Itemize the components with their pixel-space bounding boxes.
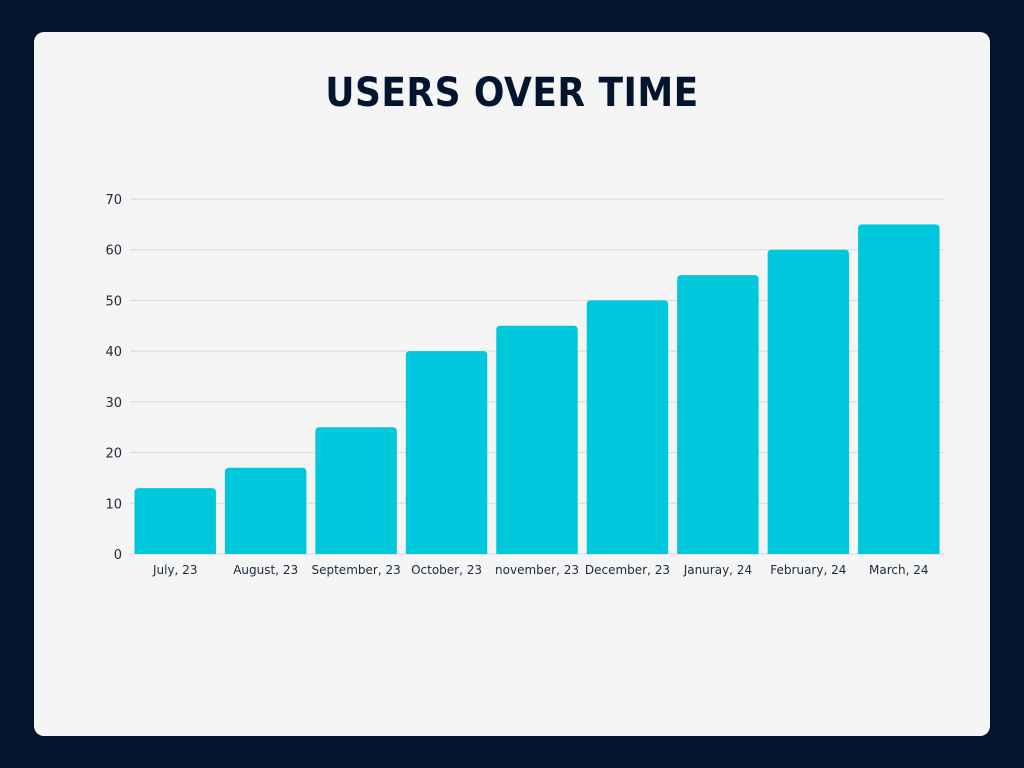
y-axis-ticks: 0 10 20 30 40 50 60 70 [105,193,122,563]
x-category-label: September, 23 [311,563,400,577]
x-category-label: October, 23 [411,563,482,577]
bars [134,224,940,554]
y-tick-label: 30 [105,396,122,411]
y-tick-label: 50 [105,294,122,309]
y-tick-label: 60 [105,244,122,259]
bar-march-24 [858,224,940,554]
chart-title: USERS OVER TIME [325,70,699,116]
x-category-label: February, 24 [770,563,846,577]
bar-december-23 [586,300,669,554]
x-axis-labels: July, 23 August, 23 September, 23 October, … [152,563,929,577]
bar-januray-24 [677,275,759,554]
x-category-label: november, 23 [495,563,579,577]
y-tick-label: 40 [105,345,122,360]
y-tick-label: 10 [105,497,122,512]
x-category-label: July, 23 [152,563,197,577]
y-tick-label: 20 [105,447,122,462]
x-category-label: March, 24 [869,563,928,577]
y-tick-label: 70 [105,193,122,208]
x-category-label: Januray, 24 [683,563,752,577]
bar-october-23 [405,351,488,554]
bar-july-23 [134,488,216,554]
x-category-label: December, 23 [585,563,670,577]
bar-november-23 [496,325,578,554]
x-category-label: August, 23 [233,563,298,577]
bar-february-24 [767,249,850,554]
bar-september-23 [315,427,397,554]
bar-august-23 [224,467,307,554]
y-tick-label: 0 [114,548,122,563]
